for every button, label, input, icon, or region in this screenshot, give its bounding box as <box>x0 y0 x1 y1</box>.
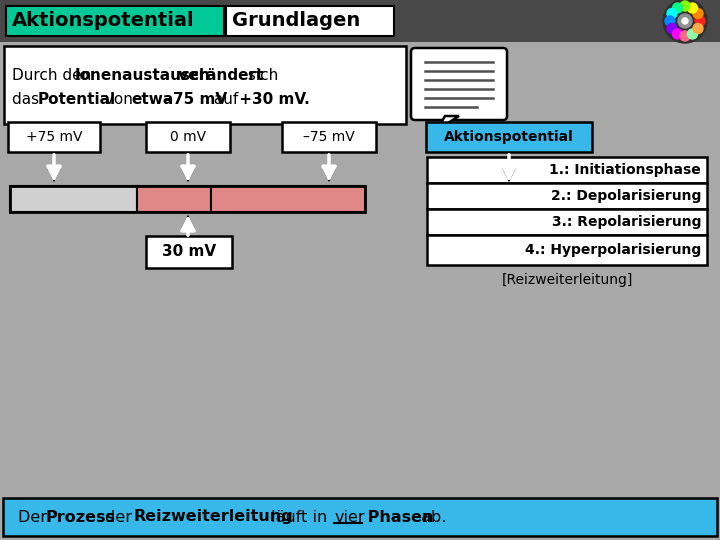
Text: Phasen: Phasen <box>361 510 433 524</box>
Circle shape <box>688 3 698 13</box>
FancyBboxPatch shape <box>427 157 707 183</box>
Circle shape <box>663 0 707 43</box>
FancyBboxPatch shape <box>282 122 376 152</box>
Text: 4.: Hyperpolarisierung: 4.: Hyperpolarisierung <box>525 243 701 257</box>
Text: 2.: Depolarisierung: 2.: Depolarisierung <box>551 189 701 203</box>
Text: sich: sich <box>243 69 278 84</box>
Text: Reizweiterleitung: Reizweiterleitung <box>134 510 294 524</box>
Circle shape <box>680 1 690 11</box>
FancyBboxPatch shape <box>146 236 232 268</box>
Text: läuft in: läuft in <box>266 510 333 524</box>
FancyBboxPatch shape <box>411 48 507 120</box>
Text: vier: vier <box>334 510 365 524</box>
Text: Aktionspotential: Aktionspotential <box>12 11 194 30</box>
FancyBboxPatch shape <box>226 6 394 36</box>
Text: Prozess: Prozess <box>45 510 115 524</box>
FancyBboxPatch shape <box>3 498 717 536</box>
Circle shape <box>695 16 705 26</box>
FancyBboxPatch shape <box>427 209 707 235</box>
Text: +75 mV: +75 mV <box>26 130 82 144</box>
Text: –75 mV: –75 mV <box>160 91 227 106</box>
Text: verändert: verändert <box>173 69 264 84</box>
Circle shape <box>693 24 703 33</box>
FancyBboxPatch shape <box>137 186 211 212</box>
FancyBboxPatch shape <box>8 122 100 152</box>
Text: Ionenaustausch: Ionenaustausch <box>75 69 211 84</box>
Text: Aktionspotential: Aktionspotential <box>444 130 574 144</box>
Text: Grundlagen: Grundlagen <box>232 11 360 30</box>
FancyBboxPatch shape <box>427 183 707 209</box>
Circle shape <box>672 3 683 13</box>
FancyBboxPatch shape <box>0 0 720 42</box>
Text: ab.: ab. <box>416 510 446 524</box>
FancyBboxPatch shape <box>10 186 137 212</box>
Text: Durch den: Durch den <box>12 69 96 84</box>
Circle shape <box>667 9 677 18</box>
Text: das: das <box>12 91 44 106</box>
Polygon shape <box>437 116 459 130</box>
Text: –75 mV: –75 mV <box>303 130 355 144</box>
Circle shape <box>665 16 675 26</box>
Text: Potential: Potential <box>37 91 115 106</box>
Circle shape <box>678 14 692 28</box>
Text: Der: Der <box>18 510 52 524</box>
Circle shape <box>667 24 677 33</box>
Circle shape <box>688 29 698 39</box>
Circle shape <box>682 18 688 24</box>
Text: +30 mV.: +30 mV. <box>234 91 310 106</box>
Text: 0 mV: 0 mV <box>170 130 206 144</box>
FancyBboxPatch shape <box>6 6 224 36</box>
Text: 30 mV: 30 mV <box>162 245 216 260</box>
Text: von: von <box>100 91 138 106</box>
Text: 1.: Initiationsphase: 1.: Initiationsphase <box>549 163 701 177</box>
Text: [Reizweiterleitung]: [Reizweiterleitung] <box>501 273 633 287</box>
Circle shape <box>680 31 690 41</box>
Circle shape <box>693 9 703 18</box>
FancyBboxPatch shape <box>211 186 365 212</box>
Circle shape <box>672 29 683 39</box>
Text: 3.: Repolarisierung: 3.: Repolarisierung <box>552 215 701 229</box>
Text: etwa: etwa <box>132 91 174 106</box>
FancyBboxPatch shape <box>427 235 707 265</box>
FancyBboxPatch shape <box>426 122 592 152</box>
FancyBboxPatch shape <box>146 122 230 152</box>
FancyBboxPatch shape <box>4 46 406 124</box>
Text: der: der <box>100 510 137 524</box>
Text: auf: auf <box>209 91 238 106</box>
